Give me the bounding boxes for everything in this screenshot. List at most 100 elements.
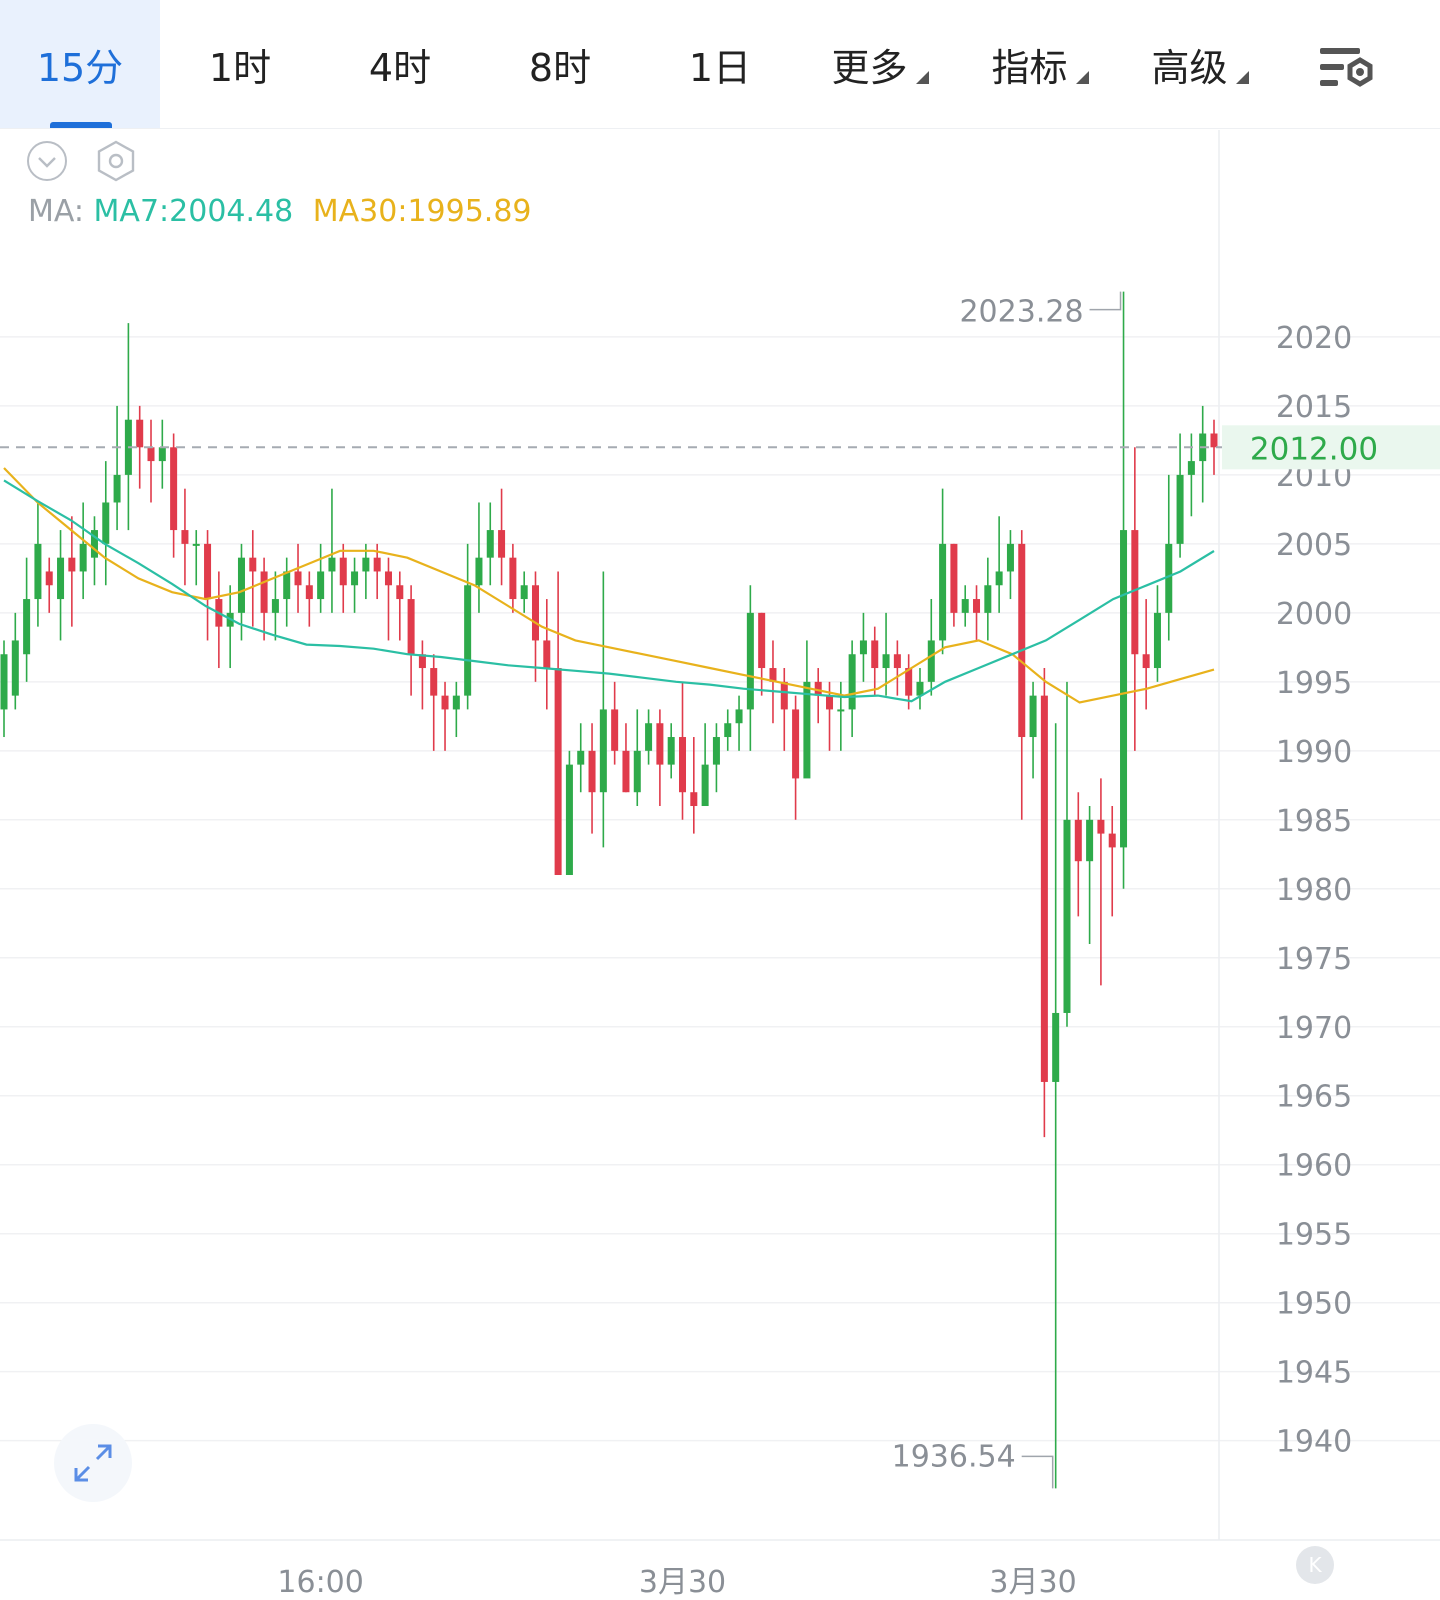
candle-body: [452, 695, 460, 710]
candle-body: [271, 599, 279, 613]
tab-15min[interactable]: 15分: [0, 0, 160, 128]
candle-body: [1006, 543, 1014, 572]
candle-body: [1153, 612, 1161, 669]
tab-4hour[interactable]: 4时: [320, 0, 480, 128]
current-price-tag: [1222, 425, 1440, 470]
candle-body: [305, 585, 313, 600]
candle-body: [113, 474, 121, 503]
tab-label: 4时: [368, 45, 432, 90]
candle-body: [758, 612, 766, 669]
candle-body: [249, 557, 257, 572]
candle-body: [859, 640, 867, 655]
tab-indicators-dropdown[interactable]: 指标: [960, 0, 1120, 128]
expand-chart-button[interactable]: [54, 1424, 132, 1502]
chevron-down-circle-icon[interactable]: [26, 140, 68, 182]
candle-body: [1086, 819, 1094, 862]
corner-k-badge[interactable]: K: [1296, 1546, 1334, 1584]
tab-label: 8时: [528, 45, 592, 90]
candle-body: [498, 530, 506, 558]
candle-body: [871, 640, 879, 669]
y-tick-label: 2000: [1276, 597, 1352, 632]
candle-body: [893, 654, 901, 669]
candle-body: [520, 585, 528, 600]
tab-1hour[interactable]: 1时: [160, 0, 320, 128]
expand-arrows-icon: [74, 1444, 112, 1482]
dropdown-caret-icon: [1235, 70, 1249, 84]
candle-body: [11, 640, 19, 696]
candle-body: [181, 530, 189, 544]
candle-body: [464, 585, 472, 696]
candlestick-chart[interactable]: 2020201520102005200019951990198519801975…: [0, 130, 1440, 1600]
candle-body: [260, 571, 268, 613]
tab-8hour[interactable]: 8时: [480, 0, 640, 128]
y-tick-label: 1990: [1276, 735, 1352, 770]
candle-body: [645, 723, 653, 751]
y-tick-label: 2020: [1276, 321, 1352, 356]
hexagon-settings-icon[interactable]: [94, 140, 138, 182]
candle-body: [317, 571, 325, 600]
tab-label: 1日: [688, 45, 752, 90]
low-price-label: 1936.54: [892, 1439, 1016, 1474]
candle-body: [1120, 530, 1128, 848]
x-tick-label: 16:00: [277, 1565, 363, 1600]
candle-body: [0, 654, 8, 710]
candle-body: [102, 502, 110, 544]
tab-label: 15分: [36, 45, 124, 90]
chart-settings-icon[interactable]: [1318, 44, 1376, 96]
low-marker: [1021, 1455, 1054, 1489]
timeframe-tab-bar: 15分 1时 4时 8时 1日 更多 指标 高级: [0, 0, 1440, 129]
candle-body: [667, 737, 675, 765]
candle-body: [192, 543, 200, 546]
candle-body: [622, 750, 630, 793]
candle-body: [1029, 695, 1037, 738]
ma-prefix: MA:: [28, 194, 84, 229]
candle-body: [475, 557, 483, 586]
candle-body: [79, 543, 87, 572]
candle-body: [147, 447, 155, 462]
candle-body: [690, 792, 698, 807]
candle-body: [1097, 819, 1105, 834]
candle-body: [554, 668, 562, 875]
candle-body: [396, 585, 404, 600]
candle-body: [294, 571, 302, 586]
candle-body: [961, 599, 969, 613]
ma7-line: [3, 479, 1215, 703]
candle-body: [531, 585, 540, 641]
candle-body: [34, 543, 42, 600]
candle-body: [283, 571, 291, 600]
candle-body: [780, 681, 788, 710]
candle-body: [362, 557, 370, 572]
candle-body: [939, 543, 947, 641]
tab-more-dropdown[interactable]: 更多: [800, 0, 960, 128]
candle-body: [1210, 433, 1218, 448]
candle-body: [170, 447, 178, 531]
tab-label: 指标: [991, 45, 1068, 90]
candle-body: [792, 709, 800, 779]
tab-advanced-dropdown[interactable]: 高级: [1120, 0, 1280, 128]
candle-body: [769, 668, 777, 682]
tab-label: 1时: [208, 45, 272, 90]
candle-body: [995, 571, 1003, 586]
candle-body: [633, 750, 641, 793]
candle-body: [565, 764, 573, 875]
candle-body: [599, 709, 607, 793]
candle-body: [656, 723, 664, 765]
tab-1day[interactable]: 1日: [640, 0, 800, 128]
candle-body: [927, 640, 935, 682]
candle-body: [430, 668, 438, 696]
candle-body: [1040, 695, 1048, 1082]
candle-body: [486, 530, 494, 558]
candle-body: [678, 737, 687, 793]
candle-body: [848, 654, 856, 710]
candle-body: [90, 530, 98, 558]
y-tick-label: 1985: [1276, 804, 1352, 839]
candle-body: [1063, 819, 1071, 1013]
candle-body: [1165, 543, 1173, 613]
y-tick-label: 1950: [1276, 1287, 1352, 1322]
candle-body: [973, 599, 981, 613]
corner-badge-label: K: [1308, 1553, 1322, 1577]
candle-body: [57, 557, 65, 600]
candle-body: [712, 737, 720, 765]
high-price-label: 2023.28: [959, 295, 1083, 330]
candle-body: [984, 585, 992, 613]
